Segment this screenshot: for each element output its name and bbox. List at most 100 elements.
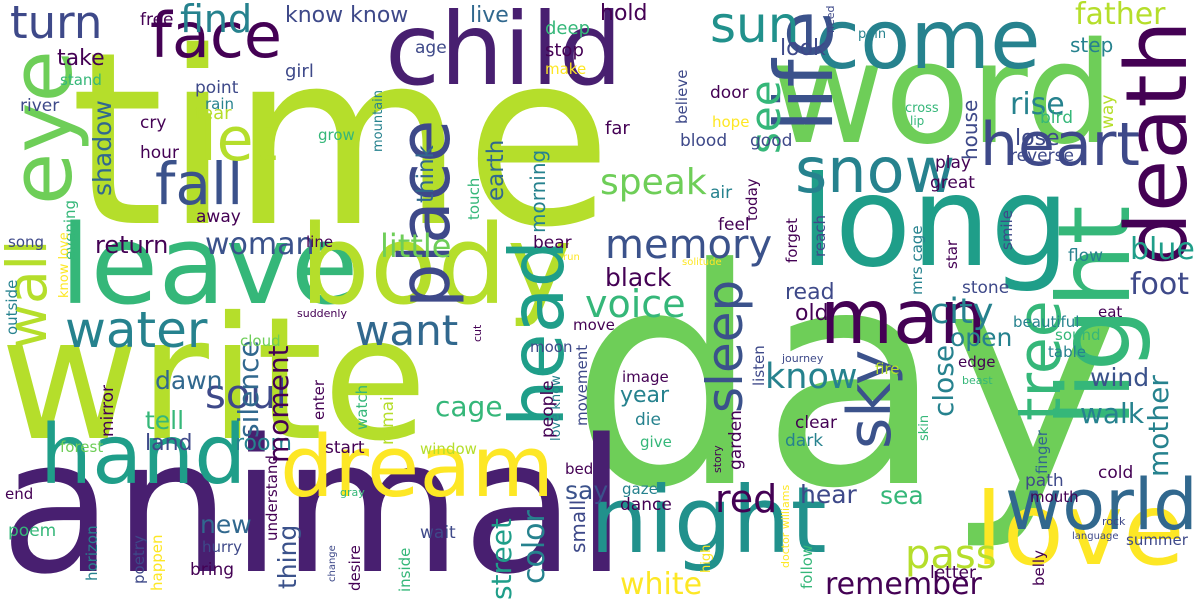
cloud-word-tear: tear	[195, 103, 232, 124]
cloud-word-good: good	[750, 131, 793, 151]
cloud-word-skin: skin	[917, 414, 932, 441]
cloud-word-leave: leave	[60, 201, 359, 329]
cloud-word-table: table	[1048, 343, 1086, 361]
cloud-word-listen: listen	[750, 345, 768, 386]
cloud-word-cage: cage	[435, 390, 503, 423]
cloud-word-feel: feel	[718, 215, 750, 235]
cloud-word-white: white	[620, 567, 703, 600]
cloud-word-return: return	[95, 231, 169, 259]
cloud-word-sound: sound	[1055, 326, 1101, 344]
cloud-word-think: think	[413, 145, 439, 203]
cloud-word-enter: enter	[310, 379, 328, 420]
cloud-word-day: day	[570, 205, 1122, 554]
cloud-word-let: let	[200, 105, 278, 175]
cloud-word-hour: hour	[140, 143, 179, 163]
cloud-word-eat: eat	[1098, 303, 1123, 321]
cloud-word-man: man	[820, 273, 987, 361]
cloud-word-city: city	[930, 292, 994, 332]
cloud-word-smile: smile	[998, 210, 1016, 250]
cloud-word-people: people	[538, 380, 558, 438]
cloud-word-write: write	[0, 281, 428, 479]
cloud-word-cold: cold	[1098, 463, 1134, 483]
cloud-word-hand: hand	[40, 408, 247, 503]
cloud-word-free: free	[140, 10, 174, 30]
cloud-word-open: open	[950, 323, 1013, 352]
cloud-word-know-love: know love	[57, 232, 72, 298]
cloud-word-touch: touch	[465, 177, 483, 220]
cloud-word-memory: memory	[605, 222, 773, 268]
cloud-word-street: street	[485, 518, 518, 600]
cloud-word-heart: heart	[980, 110, 1140, 180]
cloud-word-look: look	[780, 36, 826, 61]
cloud-word-face: face	[150, 0, 283, 72]
cloud-word-remember: remember	[825, 567, 982, 600]
cloud-word-give: give	[640, 433, 672, 451]
cloud-word-journey: journey	[782, 352, 824, 365]
cloud-word-shadow: shadow	[88, 100, 117, 196]
cloud-word-long: long	[800, 150, 1070, 295]
cloud-word-black: black	[605, 263, 672, 292]
cloud-word-come: come	[815, 0, 1041, 88]
cloud-word-follow: follow	[798, 544, 816, 589]
cloud-word-pass: pass	[905, 532, 997, 578]
cloud-word-story: story	[711, 445, 724, 473]
cloud-word-house: house	[958, 99, 982, 160]
cloud-word-hurry: hurry	[202, 538, 242, 556]
cloud-word-window: window	[420, 440, 477, 458]
cloud-word-outside: outside	[3, 279, 21, 335]
cloud-word-song: song	[8, 233, 45, 251]
cloud-word-world: world	[1005, 464, 1198, 546]
cloud-word-earth: earth	[483, 139, 509, 201]
cloud-word-air: air	[710, 183, 733, 203]
cloud-word-wait: wait	[420, 523, 456, 543]
cloud-word-poetry: poetry	[130, 535, 148, 584]
cloud-word-woman: woman	[205, 227, 315, 262]
cloud-word-cloud: cloud	[240, 332, 281, 350]
cloud-word-river: river	[20, 96, 60, 116]
cloud-word-mirror: mirror	[98, 385, 118, 437]
cloud-word-understand: understand	[263, 455, 281, 541]
cloud-word-belly: belly	[1030, 550, 1048, 586]
cloud-word-rock: rock	[1102, 515, 1126, 528]
cloud-word-inside: inside	[396, 547, 414, 592]
cloud-word-red: red	[715, 477, 778, 521]
cloud-word-dark: dark	[785, 431, 824, 451]
cloud-word-deep: deep	[545, 18, 590, 39]
cloud-word-make: make	[545, 60, 587, 78]
cloud-word-moment: moment	[262, 345, 295, 463]
cloud-word-point: point	[195, 78, 239, 98]
cloud-word-word: word	[770, 13, 1115, 176]
cloud-word-watch: watch	[353, 384, 371, 430]
cloud-word-cross: cross	[905, 101, 939, 116]
cloud-word-remain: remain	[378, 385, 398, 445]
cloud-word-believe: believe	[673, 69, 691, 124]
cloud-word-snow: snow	[795, 134, 956, 207]
cloud-word-morning: morning	[526, 149, 550, 233]
cloud-word-solitude: solitude	[682, 257, 722, 268]
cloud-word-play: play	[935, 153, 971, 173]
cloud-word-horizon: horizon	[83, 525, 101, 581]
cloud-word-clear: clear	[795, 413, 837, 433]
cloud-word-silence: silence	[232, 340, 265, 438]
cloud-word-girl: girl	[285, 61, 314, 82]
cloud-word-gray: gray	[340, 486, 365, 499]
cloud-word-take: take	[57, 46, 105, 71]
cloud-word-color: color	[517, 510, 552, 584]
cloud-word-live: live	[470, 3, 509, 28]
cloud-word-garden: garden	[726, 410, 746, 470]
cloud-word-mother: mother	[1142, 375, 1175, 477]
cloud-word-step: step	[1070, 33, 1114, 57]
cloud-word-need: need	[824, 5, 837, 34]
cloud-word-bed: bed	[565, 460, 594, 478]
cloud-word-bring: bring	[190, 560, 235, 580]
cloud-word-cry: cry	[140, 113, 167, 133]
cloud-word-find: find	[180, 0, 253, 41]
cloud-word-water: water	[65, 301, 208, 359]
cloud-word-age: age	[415, 38, 447, 58]
cloud-word-close: close	[927, 344, 960, 417]
cloud-word-high: high	[699, 544, 714, 573]
cloud-word-sleep: sleep	[696, 279, 754, 413]
cloud-word-little: little	[380, 227, 452, 265]
cloud-word-forget: forget	[783, 218, 801, 263]
cloud-word-reach: reach	[811, 214, 829, 257]
